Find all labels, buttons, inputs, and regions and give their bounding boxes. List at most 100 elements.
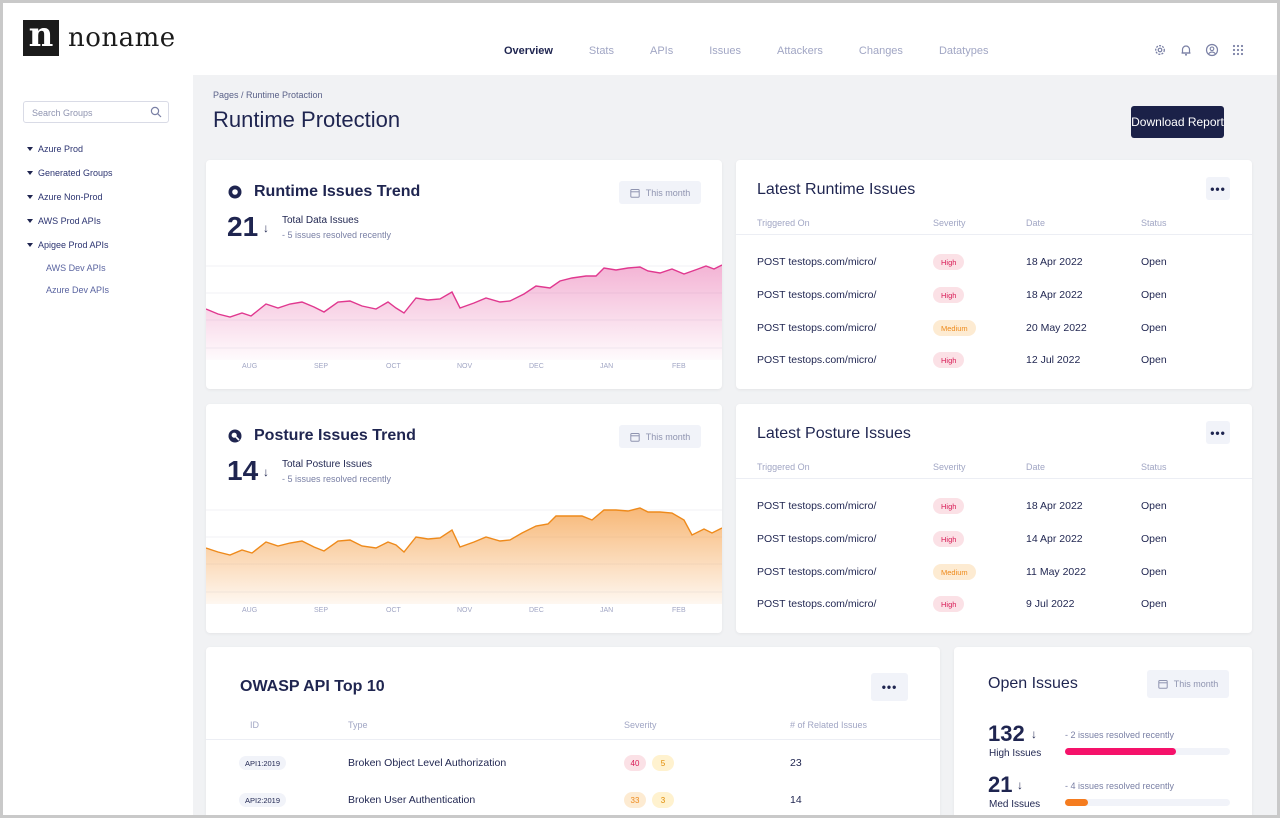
posture-trend-chart	[206, 507, 722, 604]
group-azure-prod[interactable]: Azure Prod	[27, 137, 113, 161]
owasp-row-type[interactable]: Broken Object Level Authorization	[348, 757, 507, 769]
calendar-icon	[1158, 680, 1168, 689]
col-severity: Severity	[933, 462, 966, 472]
subitem-aws-dev-apis[interactable]: AWS Dev APIs	[46, 263, 106, 273]
group-tree: Azure Prod Generated Groups Azure Non-Pr…	[27, 137, 113, 301]
runtime-row-status: Open	[1141, 256, 1167, 268]
runtime-row-date: 12 Jul 2022	[1026, 354, 1081, 366]
logo[interactable]: n noname	[23, 18, 176, 56]
runtime-row-target[interactable]: POST testops.com/micro/	[757, 322, 877, 334]
med-issues-count: 21	[988, 772, 1013, 797]
api-id-badge: API1:2019	[239, 756, 287, 770]
open-issues-title: Open Issues	[988, 675, 1078, 692]
nav-overview[interactable]: Overview	[504, 45, 553, 57]
posture-row-date: 9 Jul 2022	[1026, 598, 1075, 610]
posture-period-button[interactable]: This month	[619, 425, 701, 448]
download-report-button[interactable]: Download Report	[1131, 106, 1224, 138]
runtime-row-target[interactable]: POST testops.com/micro/	[757, 256, 877, 268]
posture-month-label: FEB	[672, 607, 686, 614]
runtime-month-label: OCT	[386, 363, 401, 370]
user-icon[interactable]	[1205, 43, 1219, 57]
severity-badge: High	[933, 254, 965, 270]
grid-icon[interactable]	[1231, 43, 1245, 57]
posture-trend-card: Posture Issues Trend This month 14 ↓ Tot…	[206, 404, 722, 633]
posture-row-target[interactable]: POST testops.com/micro/	[757, 566, 877, 578]
runtime-month-label: SEP	[314, 363, 329, 370]
runtime-period-button[interactable]: This month	[619, 181, 701, 204]
high-issues-note: - 2 issues resolved recently	[1065, 730, 1175, 740]
posture-row-status: Open	[1141, 533, 1167, 545]
med-down-arrow-icon: ↓	[1017, 778, 1023, 792]
divider	[736, 234, 1252, 235]
posture-down-arrow-icon: ↓	[263, 465, 269, 479]
nav-changes[interactable]: Changes	[858, 45, 903, 57]
top-bar: n noname Overview Stats APIs Issues Atta…	[3, 3, 1277, 75]
divider	[736, 478, 1252, 479]
severity-badge: High	[933, 287, 965, 303]
nav-attackers[interactable]: Attackers	[777, 45, 823, 57]
search-icon	[150, 106, 162, 118]
calendar-icon	[630, 188, 640, 198]
runtime-count-label: Total Data Issues	[282, 215, 359, 226]
runtime-month-label: FEB	[672, 363, 686, 370]
med-issues-label: Med Issues	[989, 799, 1041, 810]
group-apigee-prod-apis[interactable]: Apigee Prod APIs	[27, 233, 113, 257]
severity-badge: High	[933, 498, 965, 514]
runtime-row-target[interactable]: POST testops.com/micro/	[757, 289, 877, 301]
posture-row-date: 11 May 2022	[1026, 566, 1086, 578]
runtime-row-date: 20 May 2022	[1026, 322, 1087, 334]
latest-runtime-more-button[interactable]: •••	[1206, 177, 1230, 200]
gear-icon[interactable]	[1153, 43, 1167, 57]
open-issues-period-button[interactable]: This month	[1147, 670, 1229, 698]
med-issues-note: - 4 issues resolved recently	[1065, 781, 1175, 791]
posture-month-label: SEP	[314, 607, 329, 614]
breadcrumb[interactable]: Pages / Runtime Protaction	[213, 90, 323, 100]
posture-row-target[interactable]: POST testops.com/micro/	[757, 500, 877, 512]
high-issues-count: 132	[988, 721, 1025, 746]
group-generated-groups[interactable]: Generated Groups	[27, 161, 113, 185]
severity-med-count: 3	[652, 792, 674, 808]
group-azure-non-prod[interactable]: Azure Non-Prod	[27, 185, 113, 209]
runtime-count-note: - 5 issues resolved recently	[282, 230, 392, 240]
col-status: Status	[1141, 462, 1167, 472]
posture-trend-title: Posture Issues Trend	[254, 427, 416, 444]
owasp-row-type[interactable]: Broken User Authentication	[348, 794, 476, 806]
severity-badge: High	[933, 352, 965, 368]
posture-row-target[interactable]: POST testops.com/micro/	[757, 533, 877, 545]
latest-posture-title: Latest Posture Issues	[757, 425, 911, 442]
posture-count-label: Total Posture Issues	[282, 459, 373, 470]
posture-count-note: - 5 issues resolved recently	[282, 474, 392, 484]
posture-row-target[interactable]: POST testops.com/micro/	[757, 598, 877, 610]
high-issues-bar-fill	[1065, 748, 1176, 755]
col-severity: Severity	[624, 720, 657, 730]
col-date: Date	[1026, 218, 1046, 228]
subitem-azure-dev-apis[interactable]: Azure Dev APIs	[46, 285, 110, 295]
app-window: n noname Overview Stats APIs Issues Atta…	[3, 3, 1277, 815]
posture-month-label: NOV	[457, 607, 473, 614]
posture-row-status: Open	[1141, 598, 1167, 610]
latest-posture-more-button[interactable]: •••	[1206, 421, 1230, 444]
search-input[interactable]: Search Groups	[23, 101, 169, 123]
nav-issues[interactable]: Issues	[709, 45, 742, 57]
col-status: Status	[1141, 218, 1167, 228]
owasp-more-button[interactable]: •••	[871, 673, 908, 701]
bell-icon[interactable]	[1179, 43, 1193, 57]
posture-month-label: OCT	[386, 607, 401, 614]
col-type: Type	[348, 720, 368, 730]
open-issues-card: Open Issues This month 132 ↓ High Issues…	[954, 647, 1252, 815]
runtime-row-date: 18 Apr 2022	[1026, 256, 1083, 268]
runtime-month-label: AUG	[242, 363, 258, 370]
group-aws-prod-apis[interactable]: AWS Prod APIs	[27, 209, 113, 233]
high-issues-label: High Issues	[989, 748, 1042, 759]
col-triggered-on: Triggered On	[757, 462, 810, 472]
page-title: Runtime Protection	[213, 107, 401, 132]
high-down-arrow-icon: ↓	[1031, 727, 1037, 741]
runtime-month-label: JAN	[600, 363, 614, 370]
api-id-badge: API2:2019	[239, 793, 287, 807]
nav-datatypes[interactable]: Datatypes	[938, 45, 989, 57]
posture-month-label: JAN	[600, 607, 614, 614]
latest-runtime-card: Latest Runtime Issues ••• Triggered On S…	[736, 160, 1252, 389]
nav-apis[interactable]: APIs	[650, 45, 674, 57]
runtime-row-target[interactable]: POST testops.com/micro/	[757, 354, 877, 366]
nav-stats[interactable]: Stats	[588, 45, 614, 57]
